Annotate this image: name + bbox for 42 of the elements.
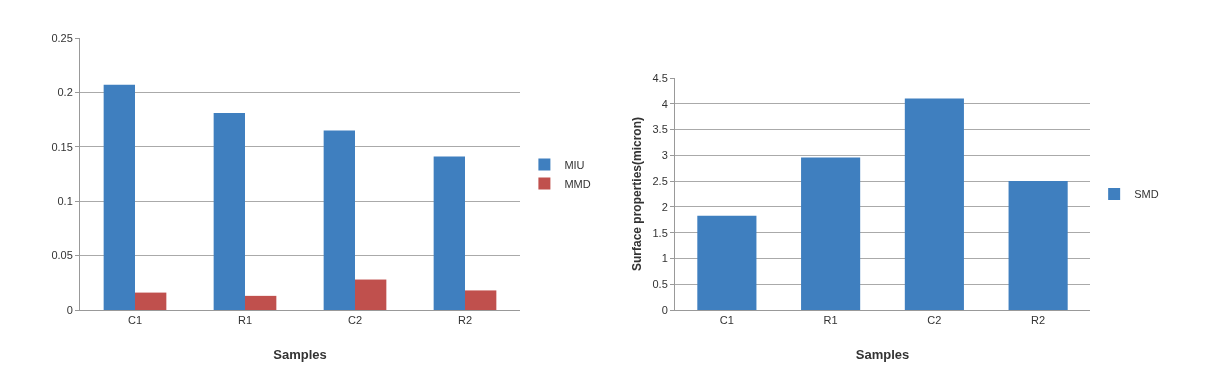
bar (213, 113, 245, 310)
y-tick-label: 0 (66, 303, 73, 316)
bar (1008, 181, 1068, 310)
y-axis-title: Surface properties(micron) (630, 116, 644, 272)
bar (245, 295, 277, 310)
bar (433, 156, 465, 310)
x-tick-label: R2 (457, 314, 473, 327)
bar (135, 292, 167, 310)
y-tick-label: 0.25 (51, 31, 73, 44)
legend-label: MIU (564, 158, 585, 171)
bar (697, 215, 757, 310)
bar (465, 290, 497, 310)
x-axis-title: Samples (855, 347, 910, 362)
y-tick-label: 2.5 (652, 174, 668, 187)
y-tick-label: 4.5 (652, 71, 668, 84)
y-tick-label: 2 (661, 200, 668, 213)
x-tick-label: R2 (1031, 314, 1046, 327)
y-tick-label: 4 (661, 97, 668, 110)
x-tick-label: R1 (823, 314, 838, 327)
bar (355, 279, 387, 310)
y-tick-label: 0 (661, 303, 668, 316)
y-tick-label: 0.05 (51, 249, 73, 262)
legend-label: SMD (1134, 188, 1159, 201)
y-tick-label: 3.5 (652, 123, 668, 136)
x-axis-title: Samples (273, 347, 327, 362)
legend-label: MMD (564, 177, 591, 190)
x-tick-label: C2 (927, 314, 942, 327)
bar (323, 130, 355, 310)
x-tick-label: C1 (127, 314, 143, 327)
y-tick-label: 3 (661, 149, 668, 162)
y-tick-label: 1 (661, 252, 668, 265)
y-tick-label: 0.5 (652, 278, 668, 291)
bar (103, 84, 135, 310)
y-tick-label: 0.1 (57, 195, 73, 208)
x-tick-label: R1 (237, 314, 253, 327)
bar (801, 157, 861, 310)
x-tick-label: C2 (347, 314, 363, 327)
y-tick-label: 0.2 (57, 86, 73, 99)
y-tick-label: 0.15 (51, 140, 73, 153)
y-tick-label: 1.5 (652, 226, 668, 239)
bar (904, 98, 964, 310)
x-tick-label: C1 (719, 314, 734, 327)
